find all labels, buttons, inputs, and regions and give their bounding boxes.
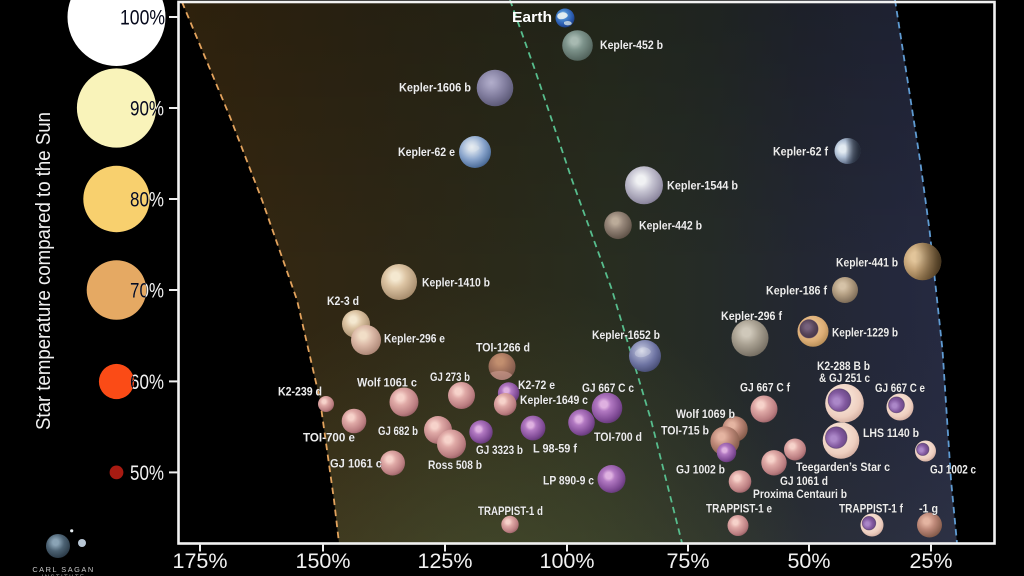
svg-text:GJ 1002 c: GJ 1002 c [930,462,976,476]
svg-text:90%: 90% [130,98,164,121]
svg-text:100%: 100% [120,7,165,30]
svg-text:Wolf 1061 c: Wolf 1061 c [357,375,417,389]
svg-text:90%: 90% [130,98,164,121]
svg-text:125%: 125% [418,549,473,573]
svg-text:LHS 1140 b: LHS 1140 b [863,426,919,440]
svg-text:Kepler-62 e: Kepler-62 e [398,145,455,159]
svg-text:100%: 100% [540,549,595,573]
svg-text:K2-288 B b: K2-288 B b [817,359,870,373]
svg-text:Star temperature compared to t: Star temperature compared to the Sun [33,112,55,430]
svg-text:Kepler-1229 b: Kepler-1229 b [832,325,898,339]
svg-text:GJ 667 C f: GJ 667 C f [740,380,791,394]
svg-text:Kepler-1410 b: Kepler-1410 b [422,275,490,289]
svg-text:GJ 3323 b: GJ 3323 b [476,443,523,457]
svg-text:TOI-700 d: TOI-700 d [594,430,642,444]
svg-text:Kepler-296 e: Kepler-296 e [384,331,445,345]
svg-text:50%: 50% [787,549,830,573]
svg-text:70%: 70% [130,280,164,303]
svg-text:K2-239 d: K2-239 d [278,384,322,398]
svg-text:GJ 1061 c: GJ 1061 c [330,456,382,470]
svg-text:TOI-700 e: TOI-700 e [303,430,355,444]
svg-text:Kepler-442 b: Kepler-442 b [639,218,702,232]
svg-text:25%: 25% [909,549,952,573]
svg-text:-1 g: -1 g [919,501,938,515]
svg-text:Kepler-1649 c: Kepler-1649 c [520,393,588,407]
svg-text:Kepler-62 f: Kepler-62 f [773,144,829,158]
svg-text:50%: 50% [130,462,164,485]
svg-text:& GJ 251 c: & GJ 251 c [819,371,870,385]
svg-text:GJ 1061 d: GJ 1061 d [780,474,828,488]
svg-text:100%: 100% [120,7,165,30]
svg-text:CARL SAGAN: CARL SAGAN [32,565,94,574]
svg-text:GJ 1002 b: GJ 1002 b [676,462,725,476]
svg-text:70%: 70% [130,280,164,303]
svg-text:Kepler-452 b: Kepler-452 b [600,38,663,52]
svg-text:K2-72 e: K2-72 e [518,378,555,392]
svg-text:LP 890-9 c: LP 890-9 c [543,473,594,487]
svg-text:Kepler-1544 b: Kepler-1544 b [667,178,738,192]
svg-text:GJ 682 b: GJ 682 b [378,424,418,438]
svg-text:Earth: Earth [512,9,552,26]
svg-text:175%: 175% [173,549,228,573]
svg-text:GJ 273 b: GJ 273 b [430,370,470,384]
svg-text:Ross 508 b: Ross 508 b [428,458,482,472]
svg-text:Wolf 1069 b: Wolf 1069 b [676,407,735,421]
svg-text:TRAPPIST-1 d: TRAPPIST-1 d [478,504,543,518]
svg-text:Kepler-1652 b: Kepler-1652 b [592,328,660,342]
svg-text:Kepler-441 b: Kepler-441 b [836,255,898,269]
svg-text:TOI-1266 d: TOI-1266 d [476,340,530,354]
svg-text:Kepler-296 f: Kepler-296 f [721,309,783,323]
svg-text:75%: 75% [666,549,709,573]
svg-text:80%: 80% [130,189,164,212]
svg-text:Kepler-186 f: Kepler-186 f [766,283,828,297]
svg-text:TRAPPIST-1 f: TRAPPIST-1 f [839,501,904,515]
svg-text:GJ 667 C e: GJ 667 C e [875,381,925,395]
svg-text:Proxima Centauri b: Proxima Centauri b [753,487,847,501]
svg-text:60%: 60% [130,371,164,394]
svg-text:GJ 667 C c: GJ 667 C c [582,381,634,395]
svg-text:Kepler-1606 b: Kepler-1606 b [399,80,471,94]
svg-text:Teegarden’s Star c: Teegarden’s Star c [796,460,890,474]
svg-text:K2-3 d: K2-3 d [327,294,359,308]
svg-text:150%: 150% [296,549,351,573]
svg-text:80%: 80% [130,189,164,212]
svg-text:60%: 60% [130,371,164,394]
svg-text:TRAPPIST-1 e: TRAPPIST-1 e [706,501,772,515]
svg-text:L 98-59 f: L 98-59 f [533,441,578,455]
svg-text:TOI-715 b: TOI-715 b [661,423,709,437]
